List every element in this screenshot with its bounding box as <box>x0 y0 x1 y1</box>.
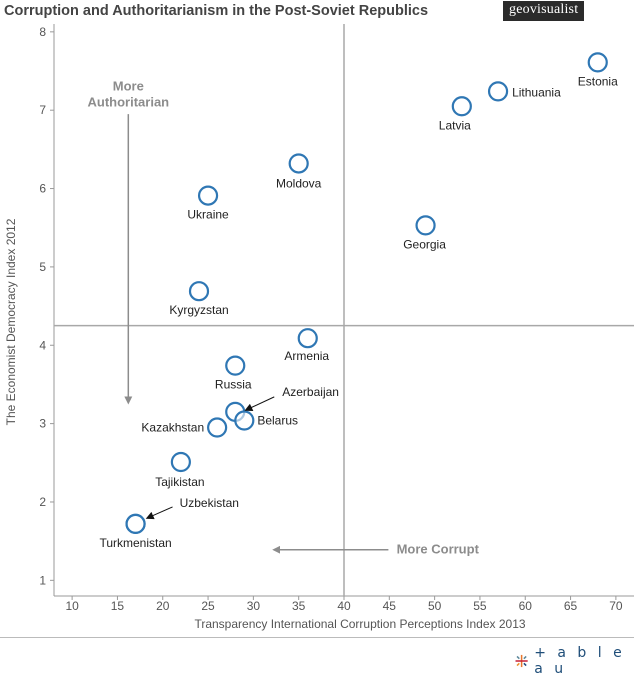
x-tick-label: 55 <box>473 599 487 613</box>
y-tick-label: 5 <box>39 260 46 274</box>
data-point-latvia[interactable] <box>451 96 472 117</box>
point-label-turkmenistan: Turkmenistan <box>99 536 171 550</box>
x-axis-title: Transparency International Corruption Pe… <box>194 617 525 631</box>
footer-divider <box>0 637 634 638</box>
y-axis-title: The Economist Democracy Index 2012 <box>4 218 18 425</box>
callout-arrow-uzbekistan <box>145 506 173 520</box>
point-label-lithuania: Lithuania <box>512 85 561 99</box>
annotation-more-authoritarian: More <box>113 79 144 94</box>
point-label-moldova: Moldova <box>276 176 322 190</box>
point-label-azerbaijan: Azerbaijan <box>282 385 339 399</box>
point-label-georgia: Georgia <box>403 237 446 251</box>
data-point-georgia[interactable] <box>415 215 436 236</box>
tableau-wordmark: + a b l e a u <box>534 645 626 677</box>
point-label-uzbekistan: Uzbekistan <box>180 496 239 510</box>
data-point-belarus[interactable] <box>234 410 255 431</box>
point-label-armenia: Armenia <box>284 349 329 363</box>
x-tick-label: 70 <box>609 599 623 613</box>
y-tick-label: 1 <box>39 573 46 587</box>
x-tick-label: 10 <box>65 599 79 613</box>
point-label-kyrgyzstan: Kyrgyzstan <box>169 303 228 317</box>
callout-arrow-azerbaijan <box>244 396 275 411</box>
data-point-kazakhstan[interactable] <box>207 417 228 438</box>
data-point-ukraine[interactable] <box>197 185 219 206</box>
data-point-moldova[interactable] <box>288 153 309 174</box>
x-tick-label: 65 <box>564 599 578 613</box>
data-point-russia[interactable] <box>225 355 246 376</box>
chart-title: Corruption and Authoritarianism in the P… <box>4 3 429 19</box>
y-tick-label: 4 <box>39 338 46 352</box>
point-label-belarus: Belarus <box>257 413 298 427</box>
data-point-lithuania[interactable] <box>487 81 509 102</box>
data-point-turkmenistan[interactable] <box>125 513 146 535</box>
y-tick-label: 3 <box>39 417 46 431</box>
x-tick-label: 30 <box>247 599 261 613</box>
data-point-tajikistan[interactable] <box>170 451 191 473</box>
x-tick-label: 50 <box>428 599 442 613</box>
point-label-estonia: Estonia <box>578 74 618 88</box>
data-point-kyrgyzstan[interactable] <box>188 281 210 302</box>
data-point-estonia[interactable] <box>587 52 608 73</box>
x-tick-label: 20 <box>156 599 170 613</box>
point-label-russia: Russia <box>215 378 252 392</box>
geovisualist-badge[interactable]: geovisualist <box>503 1 585 21</box>
y-tick-label: 8 <box>39 25 46 39</box>
annotation-more-corrupt: More Corrupt <box>397 542 480 557</box>
point-label-tajikistan: Tajikistan <box>155 475 204 489</box>
tableau-logo-icon <box>515 654 528 668</box>
x-tick-label: 40 <box>337 599 351 613</box>
x-tick-label: 35 <box>292 599 306 613</box>
annotation-more-authoritarian: Authoritarian <box>88 95 170 110</box>
x-tick-label: 60 <box>519 599 533 613</box>
y-tick-label: 6 <box>39 182 46 196</box>
y-tick-label: 7 <box>39 103 46 117</box>
x-tick-label: 15 <box>111 599 125 613</box>
y-tick-label: 2 <box>39 495 46 509</box>
data-point-armenia[interactable] <box>297 328 318 349</box>
tableau-logo[interactable]: + a b l e a u <box>514 645 634 677</box>
point-label-kazakhstan: Kazakhstan <box>141 421 204 435</box>
x-tick-label: 25 <box>201 599 215 613</box>
point-label-ukraine: Ukraine <box>187 208 229 222</box>
x-tick-label: 45 <box>383 599 397 613</box>
point-label-latvia: Latvia <box>439 118 471 132</box>
